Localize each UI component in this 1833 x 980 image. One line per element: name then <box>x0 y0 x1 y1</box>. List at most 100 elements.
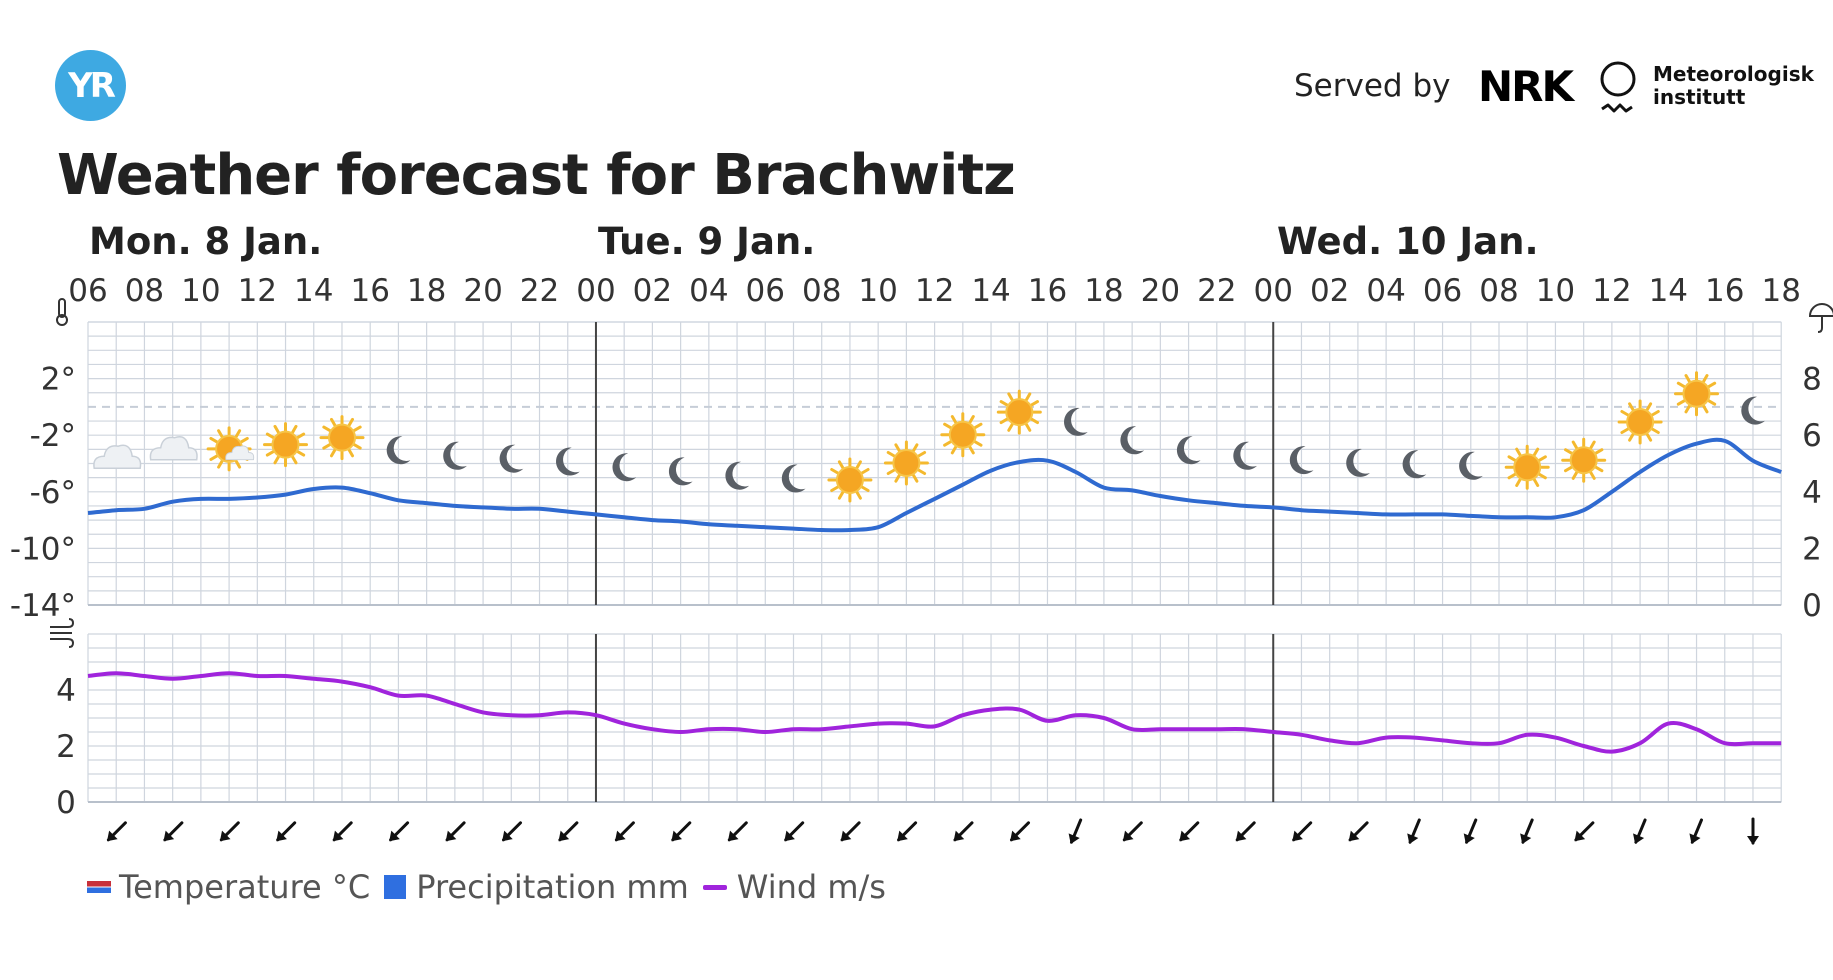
temperature-point <box>905 512 908 515</box>
sun-ray <box>1564 448 1574 455</box>
sun-ray <box>973 422 983 430</box>
wind-line <box>87 671 1782 754</box>
day-label-tue: Tue. 9 Jan. <box>598 220 816 263</box>
arrow-head <box>1235 830 1247 842</box>
moon-icon <box>1120 426 1145 455</box>
wind-tick-label: 2 <box>56 729 76 765</box>
sun-ray <box>347 448 354 458</box>
sun-ray <box>1029 417 1039 425</box>
arrow-head <box>1747 836 1759 845</box>
x-tick-label: 14 <box>294 273 333 309</box>
x-tick-label: 02 <box>1310 273 1349 309</box>
temperature-point <box>425 502 428 505</box>
temperature-point <box>538 507 541 510</box>
x-tick-label: 12 <box>238 273 277 309</box>
sun-ray <box>1029 400 1039 407</box>
wind-point <box>425 694 428 697</box>
sun-ray <box>322 425 332 433</box>
temperature-point <box>820 529 823 532</box>
temperature-point <box>453 504 456 507</box>
moon-crescent <box>1402 450 1427 479</box>
temperature-point <box>284 493 287 496</box>
x-tick-label: 02 <box>633 273 672 309</box>
wind-tick-label: 4 <box>56 673 76 709</box>
x-tick-label: 18 <box>1761 273 1800 309</box>
partly-cloudy-sun-icon <box>206 426 255 472</box>
cloud-body <box>225 445 255 461</box>
thermometer-bulb <box>56 314 68 326</box>
cloud-shape <box>149 436 198 461</box>
sun-icon <box>827 457 873 503</box>
wind-point <box>228 672 231 675</box>
wind-tick-label: 0 <box>56 785 76 821</box>
temperature-point <box>594 513 597 516</box>
x-tick-label: 08 <box>125 273 164 309</box>
temperature-point <box>256 496 259 499</box>
legend-item-temperature: Temperature °C <box>87 868 370 906</box>
x-tick-label: 16 <box>350 273 389 309</box>
temperature-point <box>1300 509 1303 512</box>
sun-ray <box>1628 402 1635 412</box>
sun-ray <box>1650 427 1660 434</box>
arrow-head <box>784 830 795 842</box>
sun-ray <box>999 400 1009 407</box>
temperature-point <box>1751 459 1754 462</box>
moon-crescent <box>725 461 750 490</box>
temperature-point <box>510 507 513 510</box>
arrow-head <box>1633 833 1645 845</box>
sun-disc <box>835 466 864 494</box>
temperature-point <box>707 523 710 526</box>
arrow-head <box>1520 833 1532 845</box>
temperature-point <box>1244 504 1247 507</box>
temperature-point <box>961 483 964 486</box>
x-tick-label: 06 <box>746 273 785 309</box>
wind-point <box>1131 728 1134 731</box>
temperature-point <box>1328 510 1331 513</box>
temperature-point <box>369 492 372 495</box>
arrow-head <box>1463 833 1475 845</box>
legend-precipitation-label: Precipitation mm <box>416 868 689 906</box>
wind-direction-arrow <box>276 821 297 842</box>
sun-ray <box>1707 399 1717 406</box>
temperature-point <box>1413 513 1416 516</box>
wind-point <box>623 722 626 725</box>
wind-point <box>1356 742 1359 745</box>
arrow-head <box>840 830 852 842</box>
wind-direction-arrow <box>671 821 692 842</box>
moon-crescent <box>499 444 524 473</box>
temperature-tick-label: -2° <box>30 418 76 454</box>
wind-point <box>1018 708 1021 711</box>
met-label-line2: institutt <box>1653 85 1746 109</box>
temperature-point <box>1610 490 1613 493</box>
sun-ray <box>1594 448 1604 455</box>
sun-ray <box>968 415 975 425</box>
wind-point <box>905 722 908 725</box>
wind-point <box>1723 742 1726 745</box>
arrow-head <box>502 830 513 842</box>
moon-icon <box>1233 441 1257 470</box>
temperature-point <box>736 524 739 527</box>
wind-point <box>1554 736 1557 739</box>
sun-ray <box>999 417 1009 425</box>
sun-ray <box>1702 404 1709 414</box>
wind-direction-arrow <box>1235 821 1256 842</box>
sun-ray <box>1515 477 1522 487</box>
sun-ray <box>911 473 919 483</box>
temperature-point <box>1356 512 1359 515</box>
precipitation-tick-label: 6 <box>1802 418 1822 454</box>
cloud-body <box>149 436 198 461</box>
temperature-point <box>1102 486 1105 489</box>
sun-icon <box>1617 399 1663 445</box>
wind-point <box>707 728 710 731</box>
sun-ray <box>860 485 870 492</box>
temperature-point <box>1639 470 1642 473</box>
wind-direction-arrow <box>1747 817 1759 845</box>
arrow-head <box>1407 833 1419 845</box>
moon-crescent <box>443 441 467 470</box>
cloud-body <box>93 444 142 469</box>
temperature-point <box>1215 502 1218 505</box>
sun-ray <box>894 443 901 453</box>
temperature-point <box>228 497 231 500</box>
wind-point <box>1667 722 1670 725</box>
moon-icon <box>1402 450 1427 479</box>
